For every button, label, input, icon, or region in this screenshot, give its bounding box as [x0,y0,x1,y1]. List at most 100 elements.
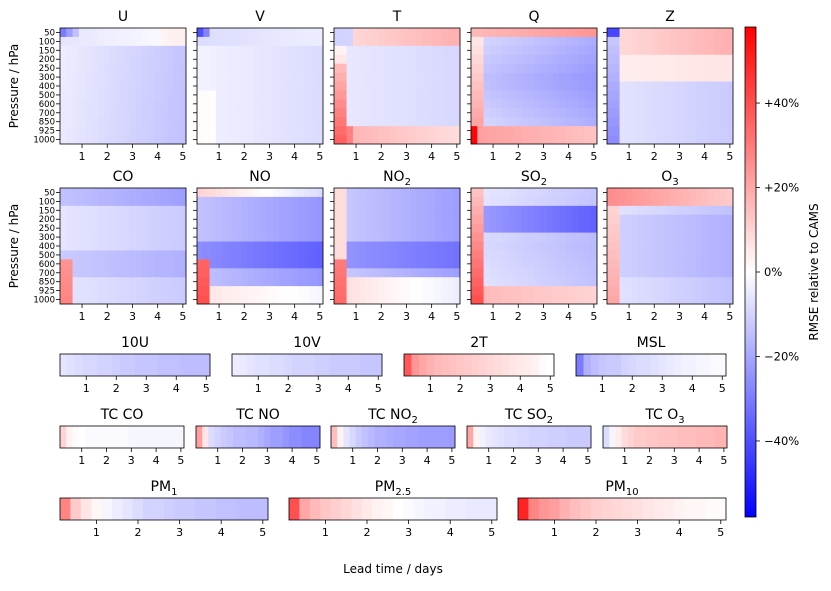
heatmap-cell [72,188,80,198]
heatmap-cell [651,295,658,305]
heatmap-cell [234,72,242,82]
heatmap-cell [346,54,354,64]
heatmap-cell [483,90,491,100]
heatmap-cell [695,196,702,207]
heatmap-cell [584,205,591,216]
heatmap-cell [619,135,627,145]
heatmap-cell [78,205,86,216]
strip-cell [60,426,67,448]
heatmap-cell [540,223,547,233]
heatmap-cell [508,241,516,251]
heatmap-cell [60,135,67,145]
heatmap-cell [285,205,292,216]
heatmap-cell [409,277,417,287]
heatmap-cell [384,45,391,56]
heatmap-cell [590,277,598,287]
heatmap-cell [657,126,664,136]
heatmap-cell [540,188,547,198]
heatmap-cell [104,63,111,73]
heatmap-cell [502,72,510,82]
heatmap-cell [241,259,248,269]
heatmap-cell [241,99,248,109]
heatmap-cell [266,223,273,233]
heatmap-cell [123,295,130,305]
heatmap-cell [663,277,671,287]
heatmap-cell [215,126,223,136]
heatmap-cell [447,295,454,305]
heatmap-cell [584,188,591,198]
heatmap-cell [638,277,646,287]
heatmap-cell [453,72,461,82]
x-tick-label: 1 [490,310,497,323]
heatmap-cell [707,286,715,296]
heatmap-cell [483,232,491,242]
strip-cell [112,498,123,520]
strip-cell [352,354,360,376]
heatmap-cell [527,277,535,287]
heatmap-cell [241,214,248,224]
heatmap-cell [160,196,168,207]
heatmap-cell [714,188,721,198]
panel-title: U [118,9,128,25]
heatmap-cell [477,188,484,198]
heatmap-cell [453,126,461,136]
heatmap-cell [521,36,528,47]
heatmap-cell [197,126,204,136]
heatmap-cell [663,250,671,260]
heatmap-cell [91,277,99,287]
heatmap-cell [91,188,99,198]
heatmap-cell [247,28,254,38]
heatmap-cell [521,250,528,260]
heatmap-cell [148,241,155,251]
heatmap-cell [291,250,299,260]
heatmap-cell [260,223,267,233]
heatmap-cell [515,286,522,296]
heatmap-cell [552,72,560,82]
heatmap-cell [266,295,273,305]
heatmap-cell [682,286,690,296]
heatmap-cell [316,268,324,278]
heatmap-cell [154,196,162,207]
x-tick-label: 4 [565,310,572,323]
heatmap-cell [619,54,627,64]
heatmap-cell [695,99,702,109]
strip-cell [134,426,141,448]
strip-cell [621,354,629,376]
heatmap-cell [85,232,92,242]
heatmap-cell [663,223,671,233]
heatmap-cell [483,99,491,109]
heatmap-cell [657,54,664,64]
heatmap-cell [85,126,92,136]
heatmap-cell [285,286,292,296]
heatmap-cell [409,45,417,56]
heatmap-cell [619,81,627,91]
heatmap-cell [471,117,478,127]
heatmap-cell [266,54,273,64]
heatmap-cell [695,259,702,269]
heatmap-cell [441,286,448,296]
heatmap-cell [701,286,709,296]
heatmap-cell [384,277,391,287]
heatmap-cell [682,36,690,47]
x-tick-label: 4 [173,382,180,395]
heatmap-cell [584,99,591,109]
heatmap-cell [260,90,267,100]
heatmap-cell [453,90,461,100]
heatmap-cell [135,196,143,207]
heatmap-cell [291,196,299,207]
heatmap-cell [135,54,143,64]
heatmap-cell [297,250,305,260]
heatmap-cell [453,99,461,109]
heatmap-cell [502,232,510,242]
heatmap-cell [371,277,379,287]
heatmap-cell [203,90,210,100]
heatmap-cell [552,277,560,287]
heatmap-cell [209,196,217,207]
heatmap-cell [154,81,162,91]
heatmap-cell [415,72,423,82]
heatmap-cell [340,268,347,278]
heatmap-cell [253,81,261,91]
heatmap-cell [260,72,267,82]
heatmap-cell [346,250,354,260]
heatmap-cell [447,286,454,296]
